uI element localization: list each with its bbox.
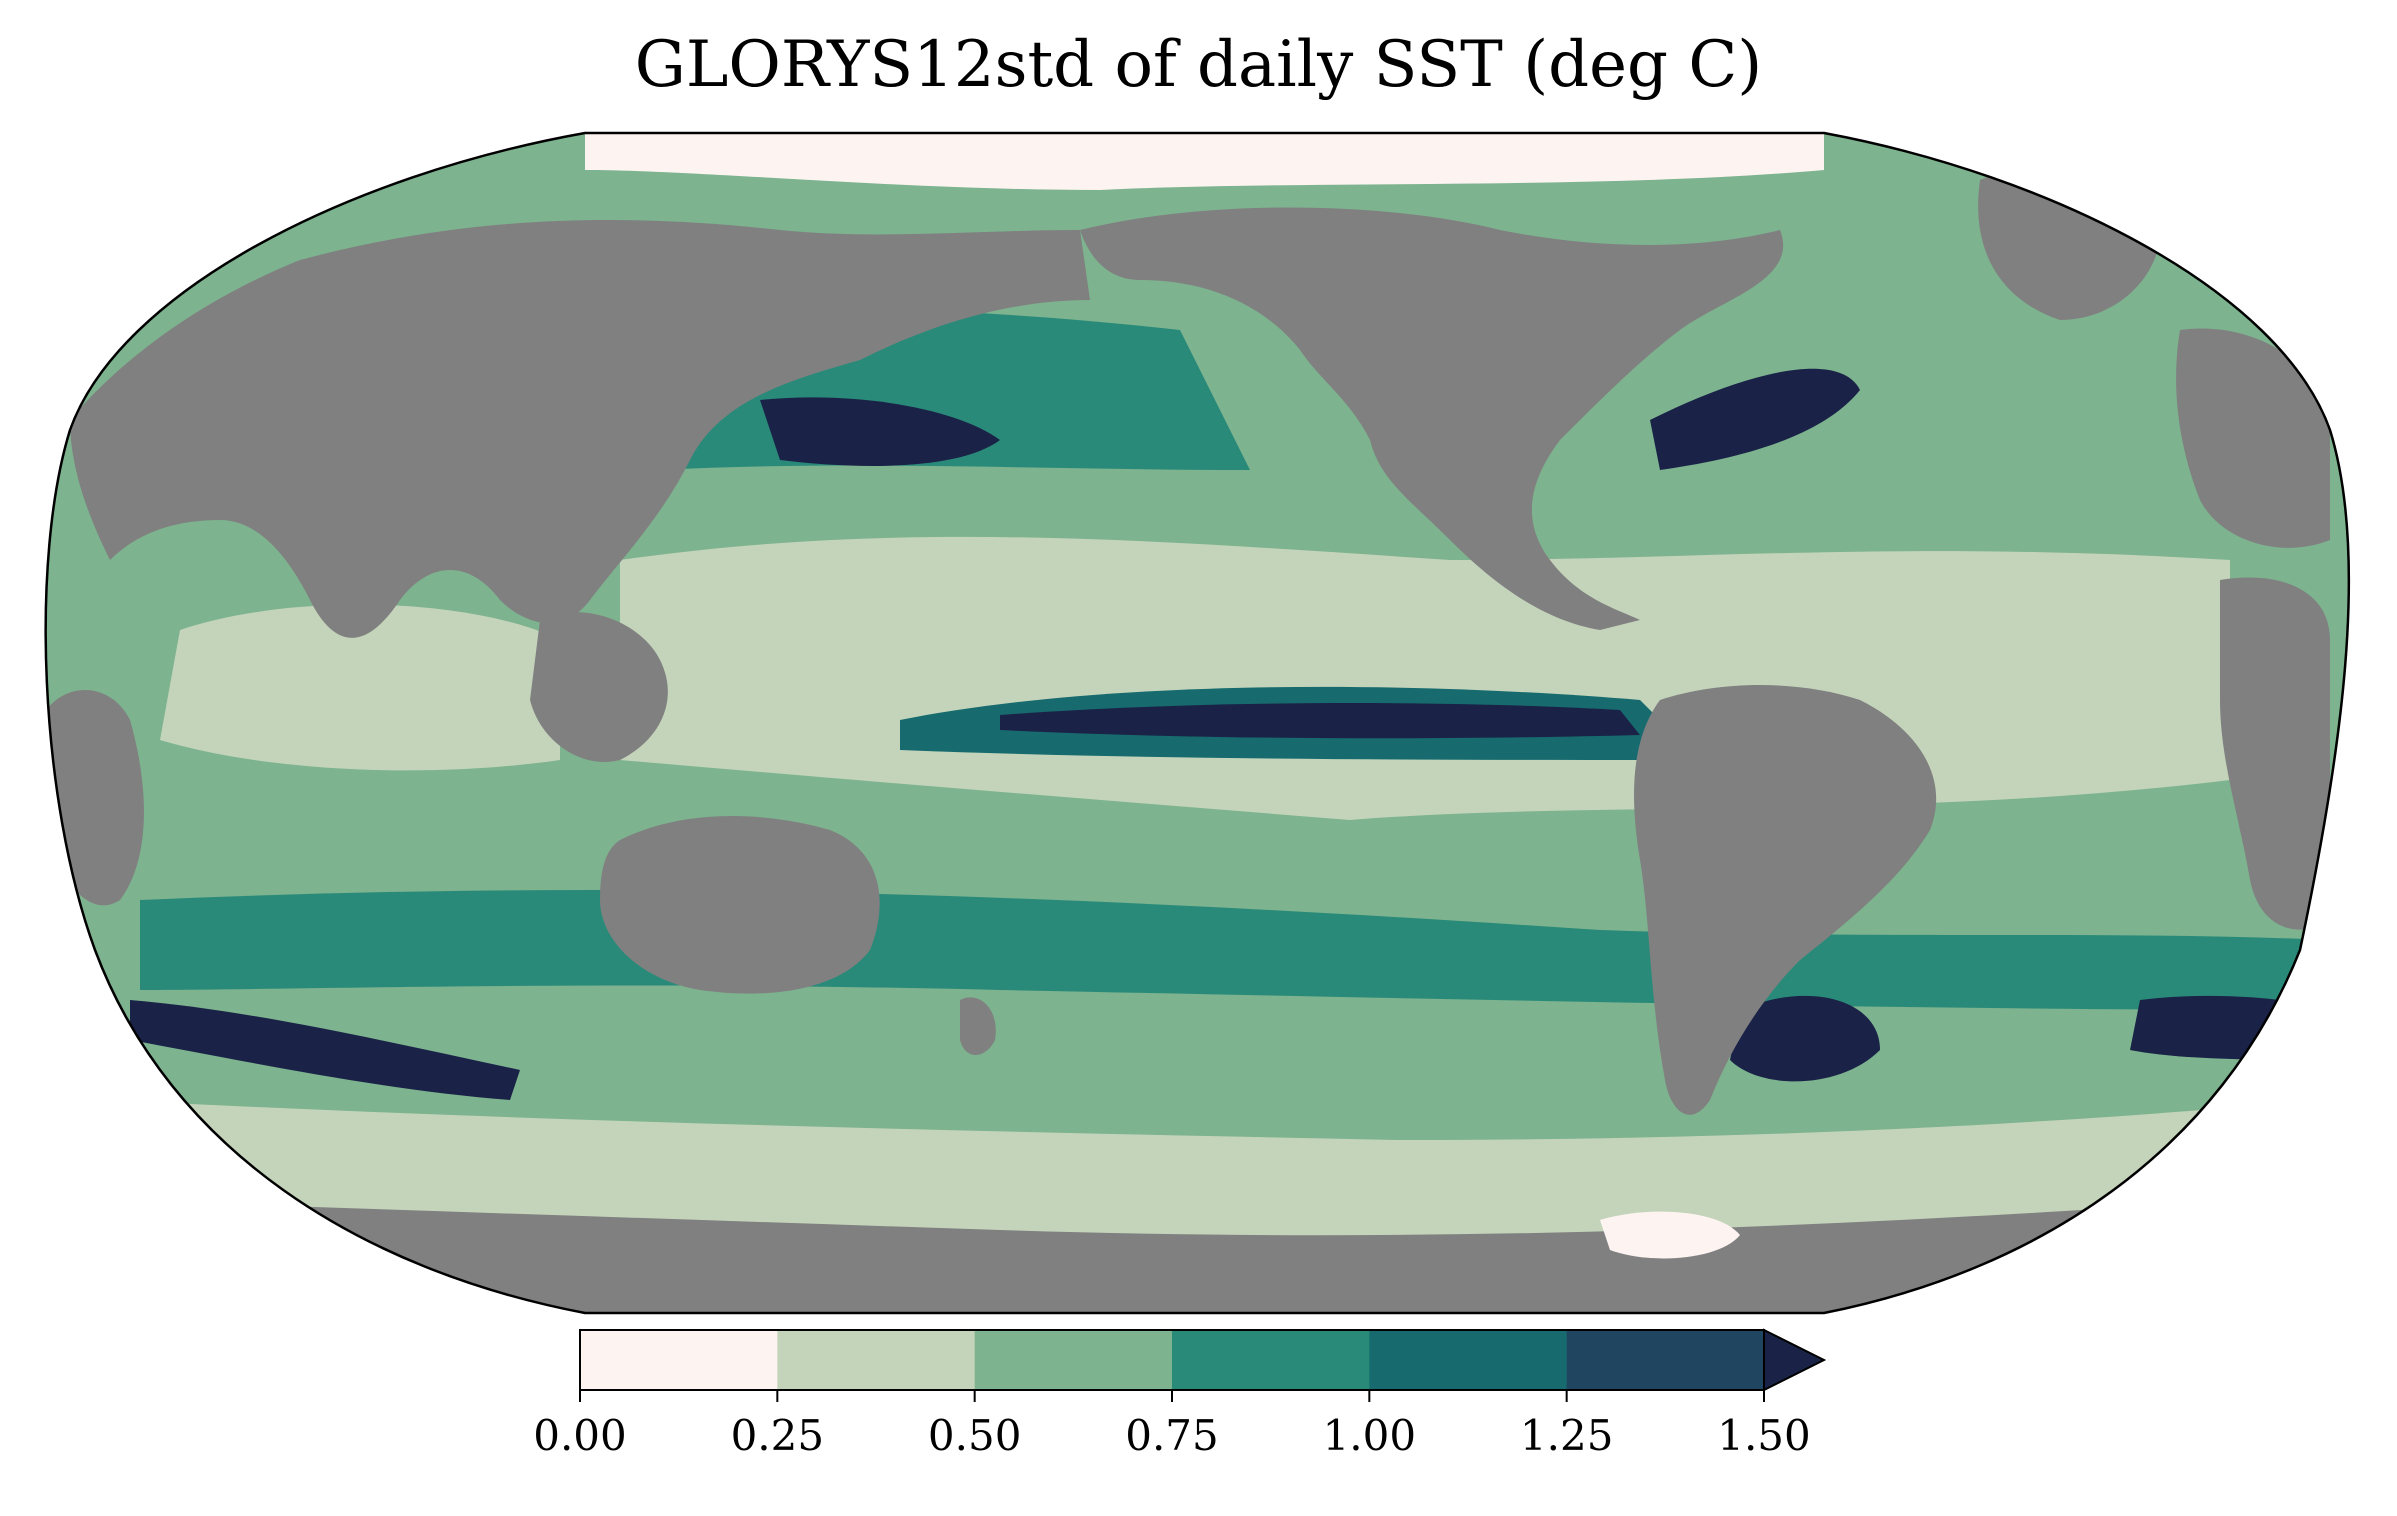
colorbar-tick-label: 1.25 bbox=[1520, 1411, 1614, 1460]
brazil-malvinas-confluence-high-variability bbox=[1730, 995, 1880, 1082]
colorbar-tick-label: 0.75 bbox=[1125, 1411, 1219, 1460]
equatorial-cold-tongue-core bbox=[1000, 703, 1640, 739]
north-america-landmass bbox=[1080, 207, 1784, 630]
kuroshio-extension-high-variability bbox=[760, 397, 1000, 466]
colorbar-tick-label: 0.00 bbox=[533, 1411, 627, 1460]
colorbar-bin-4 bbox=[1369, 1330, 1568, 1390]
colorbar-bin-3 bbox=[1172, 1330, 1370, 1390]
eurasia-landmass bbox=[70, 220, 1090, 638]
australia-landmass bbox=[600, 816, 880, 994]
colorbar-tick-label: 1.00 bbox=[1323, 1411, 1417, 1460]
maritime-continent-islands bbox=[530, 612, 668, 762]
antarctica-landmass bbox=[110, 1190, 2320, 1313]
weddell-sea-ice bbox=[1600, 1211, 1740, 1259]
map-title: GLORYS12std of daily SST (deg C) bbox=[634, 28, 1763, 102]
colorbar-bin-1 bbox=[777, 1330, 976, 1390]
colorbar-tick-label: 0.50 bbox=[928, 1411, 1022, 1460]
colorbar-tick-label: 0.25 bbox=[731, 1411, 825, 1460]
gulf-stream-high-variability bbox=[1650, 368, 1860, 470]
south-america-landmass bbox=[1634, 685, 1937, 1115]
colorbar-bin-0 bbox=[580, 1330, 778, 1390]
new-zealand-landmass bbox=[960, 997, 996, 1055]
colorbar-extend-arrow bbox=[1763, 1328, 1827, 1392]
agulhas-retroflection-high-variability bbox=[2130, 995, 2330, 1060]
colorbar-bin-5 bbox=[1566, 1330, 1765, 1390]
arctic-ice-zero-variability bbox=[585, 133, 1824, 190]
europe-landmass bbox=[2176, 328, 2330, 548]
indian-ocean-low-variability-region bbox=[160, 604, 560, 771]
south-indian-front-high-variability bbox=[130, 1000, 520, 1100]
colorbar: 0.00 0.25 0.50 0.75 1.00 1.25 1.50 bbox=[533, 1328, 1827, 1460]
colorbar-bin-2 bbox=[974, 1330, 1173, 1390]
tropical-low-variability-region bbox=[620, 536, 2230, 820]
colorbar-tick-label: 1.50 bbox=[1717, 1411, 1811, 1460]
africa-east-landmass bbox=[45, 690, 144, 906]
africa-west-landmass bbox=[2220, 577, 2330, 930]
globe-outline bbox=[44, 131, 2351, 1315]
